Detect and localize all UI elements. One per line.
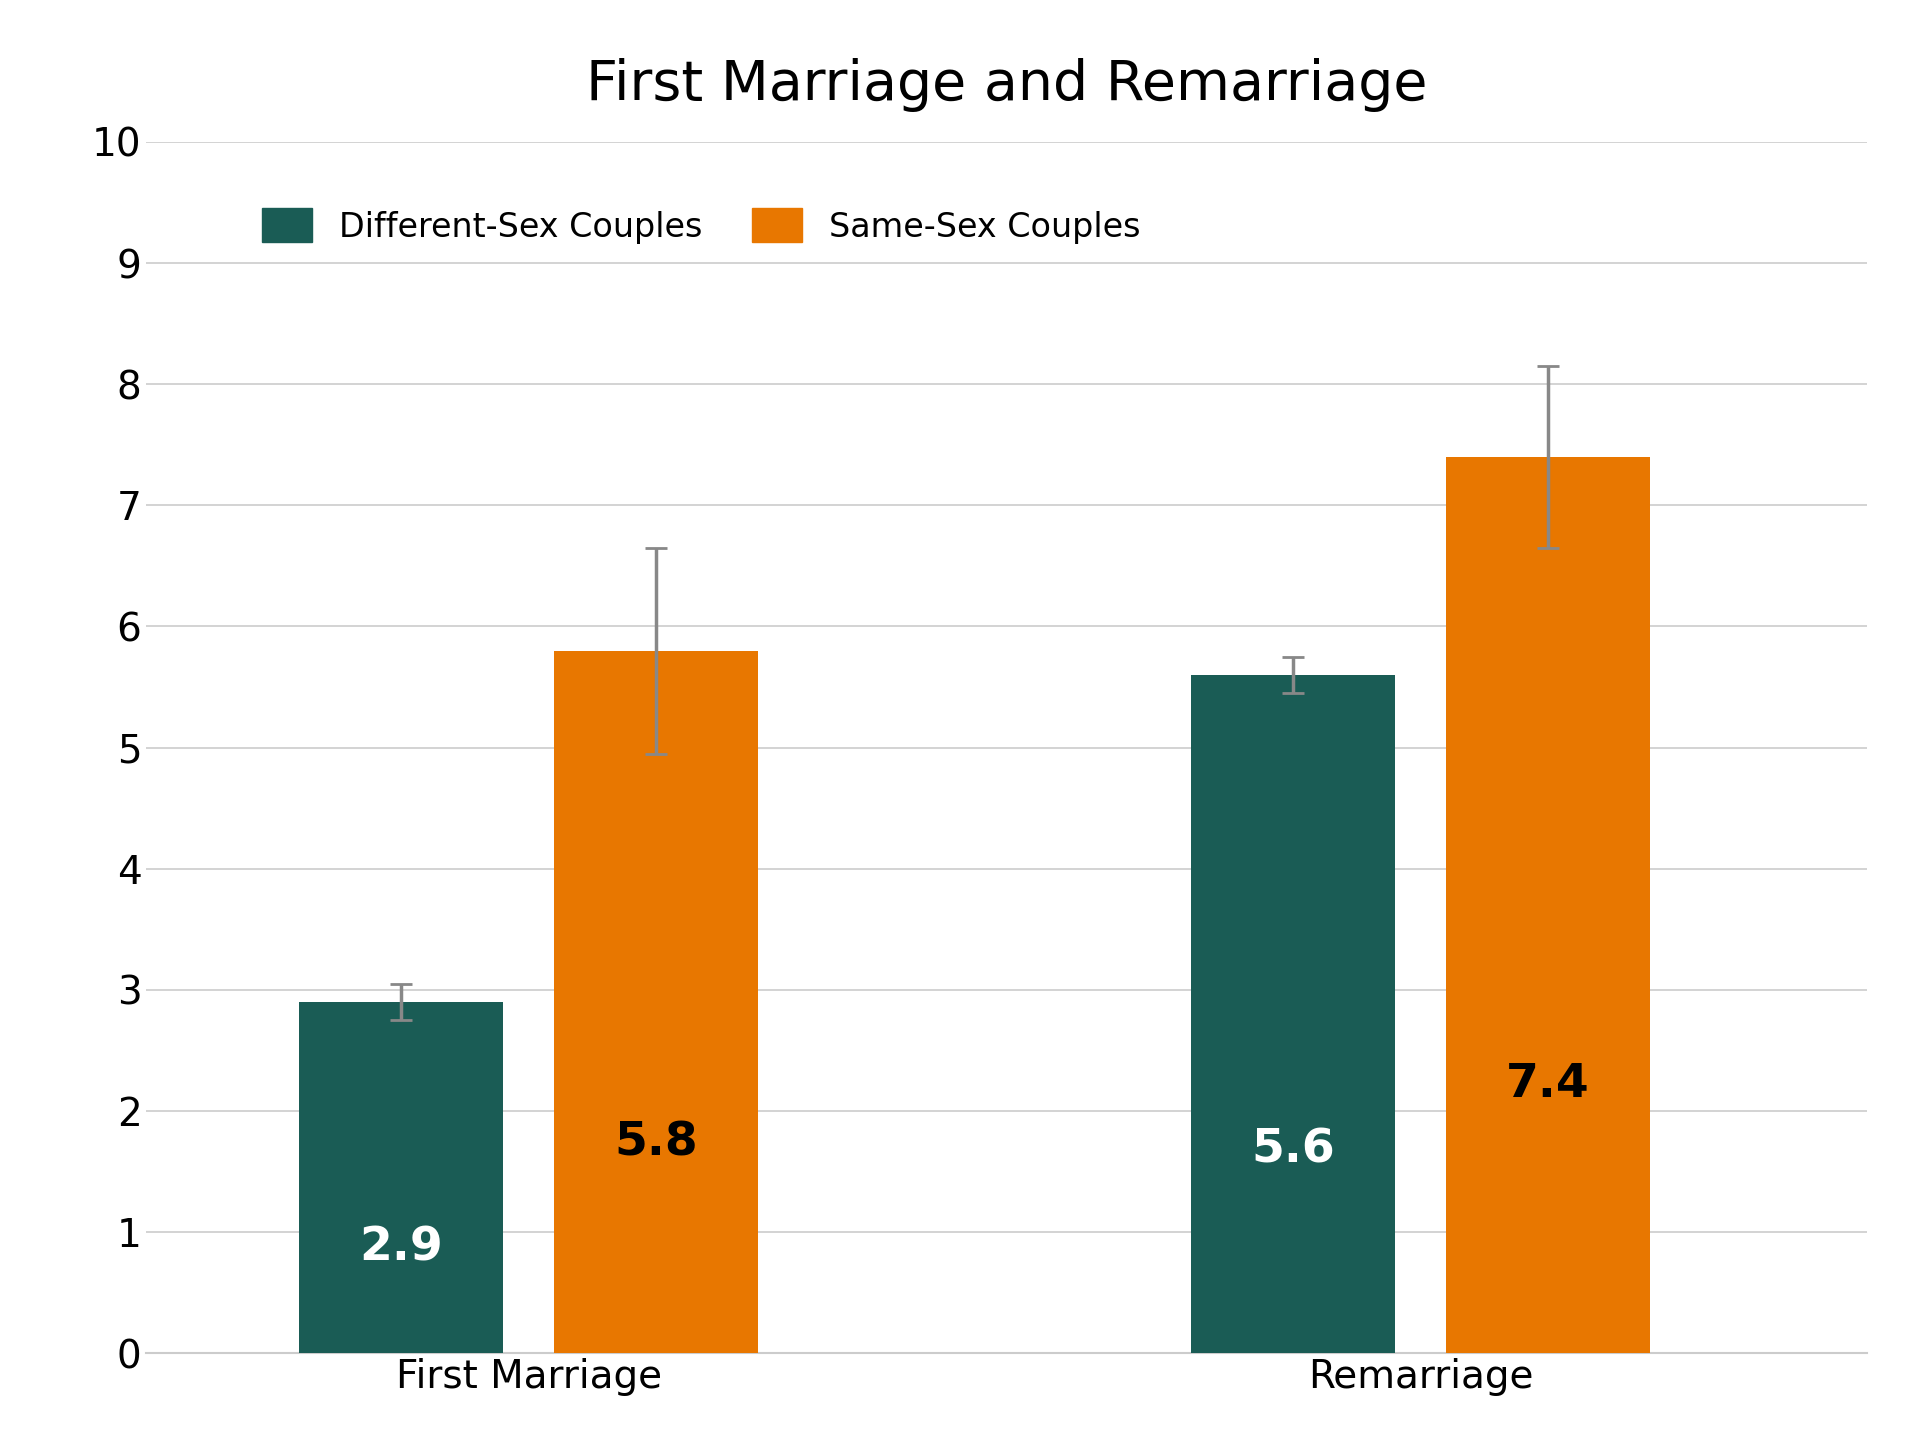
Text: 5.6: 5.6 [1252,1128,1334,1172]
Bar [555,651,758,1354]
Text: 7.4: 7.4 [1505,1061,1590,1107]
Title: First Marriage and Remarriage: First Marriage and Remarriage [586,58,1427,112]
Text: 2.9: 2.9 [359,1225,444,1270]
Legend: Different-Sex Couples, Same-Sex Couples: Different-Sex Couples, Same-Sex Couples [250,194,1154,256]
Text: 5.8: 5.8 [614,1120,697,1165]
Bar [1446,456,1649,1354]
Bar [1190,675,1396,1354]
Bar [300,1002,503,1354]
